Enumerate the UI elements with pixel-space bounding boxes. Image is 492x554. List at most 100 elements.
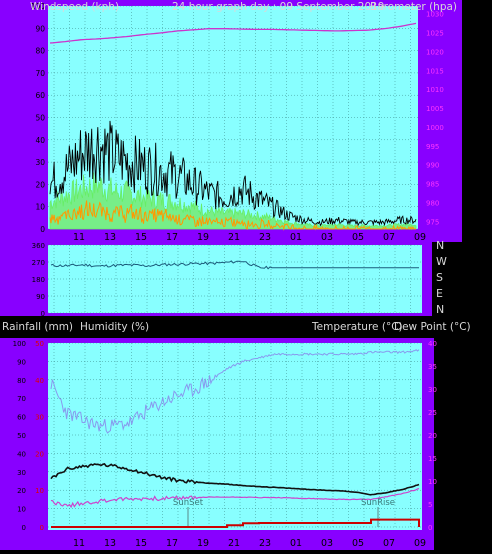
direction-y-tick-label-3: 270 [32, 259, 45, 267]
humidity-y-tick-label-10: 100 [13, 340, 26, 348]
temperature-y-tick-label-7: 35 [428, 363, 437, 371]
direction-label-n-bottom: N [436, 303, 445, 316]
temperature-y-tick-label-6: 30 [428, 386, 437, 394]
wind-low-line [49, 200, 416, 231]
chart-marks [49, 22, 420, 528]
wind-x-tick-label-0: 11 [73, 232, 85, 243]
wind-x-tick-label-6: 23 [259, 232, 271, 243]
temperature-y-tick-label-0: 0 [428, 524, 432, 532]
temperature-axis-title: Temperature (°C) [312, 321, 403, 333]
wind-y-tick-label-1: 10 [35, 203, 45, 212]
rainfall-y-tick-label-3: 30 [35, 414, 44, 422]
wind-x-tick-label-11: 09 [414, 232, 426, 243]
humidity-y-tick-label-5: 50 [17, 432, 26, 440]
wind-y-tick-label-10: 100 [31, 2, 46, 11]
wind-y-tick-label-6: 60 [35, 91, 45, 100]
barometer-y-tick-label-10: 1025 [426, 29, 444, 37]
temperature-y-tick-label-2: 10 [428, 478, 437, 486]
wind-y-tick-label-8: 80 [35, 47, 45, 56]
wind-x-tick-label-7: 01 [290, 232, 302, 243]
direction-label-w: W [436, 255, 447, 268]
rainfall-y-tick-label-2: 20 [35, 450, 44, 458]
humidity-line [50, 349, 420, 434]
barometer-y-tick-label-7: 1010 [426, 86, 444, 94]
direction-y-tick-label-4: 360 [32, 242, 45, 250]
wind-x-tick-label-3: 17 [166, 232, 178, 243]
rainfall-y-tick-label-1: 10 [35, 487, 44, 495]
humidity-axis-title: Humidity (%) [80, 321, 150, 333]
humidity-y-tick-label-0: 0 [22, 524, 26, 532]
wind-y-tick-label-5: 50 [35, 114, 45, 123]
windspeed-axis-title: Windspeed (kph) [30, 1, 120, 13]
wind-x-tick-label-8: 03 [321, 232, 333, 243]
lower-x-tick-label-0: 11 [73, 538, 85, 549]
lower-x-tick-label-9: 05 [352, 538, 364, 549]
temperature-y-tick-label-1: 5 [428, 501, 432, 509]
temperature-line [50, 462, 420, 496]
grid-lines [48, 5, 422, 528]
wind-y-tick-label-2: 20 [35, 180, 45, 189]
barometer-y-tick-label-6: 1005 [426, 105, 444, 113]
wind-y-tick-label-4: 40 [35, 136, 45, 145]
rainfall-y-tick-label-5: 50 [35, 340, 44, 348]
barometer-y-tick-label-3: 990 [426, 162, 439, 170]
wind-x-tick-label-10: 07 [383, 232, 395, 243]
barometer-y-tick-label-4: 995 [426, 143, 439, 151]
humidity-y-tick-label-2: 20 [17, 487, 26, 495]
wind-x-tick-label-9: 05 [352, 232, 364, 243]
barometer-y-tick-label-9: 1020 [426, 48, 444, 56]
temperature-y-tick-label-8: 40 [428, 340, 437, 348]
barometer-line [49, 22, 417, 44]
humidity-y-tick-label-9: 90 [17, 358, 26, 366]
barometer-axis-title: Barometer (hpa) [370, 1, 458, 13]
humidity-y-tick-label-3: 30 [17, 469, 26, 477]
barometer-y-tick-label-0: 975 [426, 218, 439, 226]
humidity-y-tick-label-1: 10 [17, 506, 26, 514]
barometer-y-tick-label-5: 1000 [426, 124, 444, 132]
wind-x-tick-label-5: 21 [228, 232, 240, 243]
wind-direction-line [50, 260, 419, 270]
dewpoint-line [50, 488, 420, 509]
lower-x-tick-label-8: 03 [321, 538, 333, 549]
wind-y-tick-label-3: 30 [35, 158, 45, 167]
barometer-y-tick-label-8: 1015 [426, 67, 444, 75]
direction-y-tick-label-2: 180 [32, 276, 45, 284]
chart-title: 24 hour graph day : 09 September 2019 [172, 1, 385, 13]
temperature-y-tick-label-3: 15 [428, 455, 437, 463]
temperature-y-tick-label-4: 20 [428, 432, 437, 440]
wind-x-tick-label-4: 19 [197, 232, 209, 243]
wind-y-tick-label-9: 90 [35, 24, 45, 33]
sunset-label: SunSet [173, 498, 204, 508]
lower-x-tick-label-3: 17 [166, 538, 178, 549]
direction-y-tick-label-1: 90 [36, 293, 45, 301]
temperature-y-tick-label-5: 25 [428, 409, 437, 417]
lower-x-tick-label-6: 23 [259, 538, 271, 549]
lower-x-tick-label-4: 19 [197, 538, 209, 549]
lower-x-tick-label-2: 15 [135, 538, 147, 549]
direction-label-e: E [436, 287, 443, 300]
rainfall-y-tick-label-0: 0 [40, 524, 44, 532]
barometer-y-tick-label-11: 1030 [426, 11, 444, 19]
barometer-y-tick-label-1: 980 [426, 200, 439, 208]
axis-labels: 0102030405060708090100975980985990995100… [13, 2, 444, 549]
lower-x-tick-label-7: 01 [290, 538, 302, 549]
direction-label-s: S [436, 271, 443, 284]
lower-header-strip [0, 318, 492, 338]
wind-y-tick-label-0: 0 [40, 225, 45, 234]
wind-x-tick-label-1: 13 [104, 232, 116, 243]
rainfall-axis-title: Rainfall (mm) [2, 321, 74, 333]
lower-x-tick-label-10: 07 [383, 538, 395, 549]
lower-x-tick-label-11: 09 [414, 538, 426, 549]
lower-x-tick-label-1: 13 [104, 538, 116, 549]
wind-y-tick-label-7: 70 [35, 69, 45, 78]
humidity-y-tick-label-4: 40 [17, 450, 26, 458]
humidity-y-tick-label-6: 60 [17, 414, 26, 422]
direction-y-tick-label-0: 0 [41, 310, 45, 318]
wind-x-tick-label-2: 15 [135, 232, 147, 243]
lower-x-tick-label-5: 21 [228, 538, 240, 549]
sunrise-label: SunRise [361, 498, 395, 508]
rainfall-y-tick-label-4: 40 [35, 377, 44, 385]
rainfall-line [51, 518, 420, 528]
direction-label-n-top: N [436, 239, 445, 252]
